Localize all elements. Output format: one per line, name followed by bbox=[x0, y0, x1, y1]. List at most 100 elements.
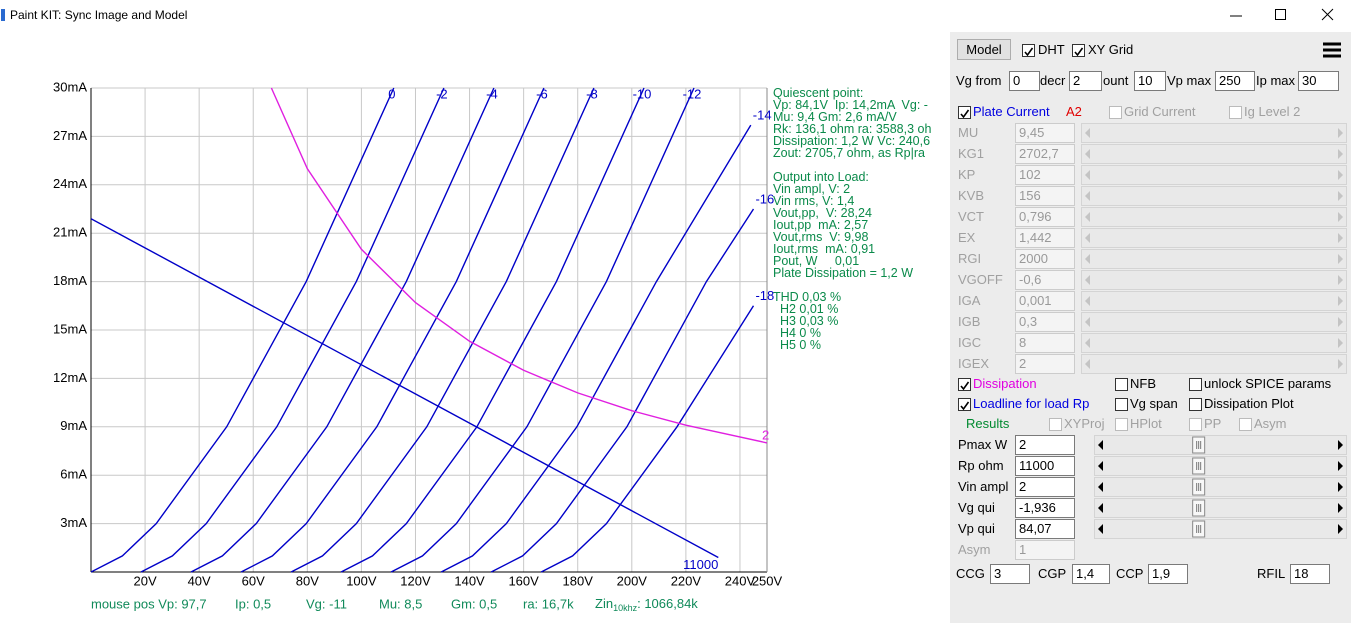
arrow-left[interactable] bbox=[1098, 482, 1103, 492]
checkbox[interactable] bbox=[958, 378, 971, 391]
text-input[interactable]: 10 bbox=[1134, 71, 1166, 91]
arrow-right[interactable] bbox=[1338, 191, 1343, 201]
text-input[interactable]: 84,07 bbox=[1015, 519, 1075, 539]
arrow-right[interactable] bbox=[1338, 503, 1343, 513]
text-input[interactable]: 102 bbox=[1015, 165, 1075, 185]
slider[interactable] bbox=[1081, 144, 1347, 164]
text-input[interactable]: 2 bbox=[1015, 354, 1075, 374]
slider[interactable] bbox=[1081, 333, 1347, 353]
close-button[interactable] bbox=[1321, 8, 1334, 21]
text-input[interactable]: 30 bbox=[1298, 71, 1339, 91]
checkbox[interactable] bbox=[1115, 378, 1128, 391]
text-input[interactable]: 18 bbox=[1290, 564, 1330, 584]
slider[interactable] bbox=[1094, 456, 1347, 476]
text-input[interactable]: 2 bbox=[1015, 477, 1075, 497]
arrow-right[interactable] bbox=[1338, 149, 1343, 159]
checkbox[interactable] bbox=[1189, 398, 1202, 411]
text-input[interactable]: 3 bbox=[990, 564, 1030, 584]
y-tick-label: 3mA bbox=[60, 515, 87, 530]
arrow-left[interactable] bbox=[1085, 149, 1090, 159]
text-input[interactable]: 11000 bbox=[1015, 456, 1075, 476]
checkbox[interactable] bbox=[1109, 106, 1122, 119]
text-input[interactable]: 1,442 bbox=[1015, 228, 1075, 248]
arrow-left[interactable] bbox=[1098, 440, 1103, 450]
slider[interactable] bbox=[1094, 498, 1347, 518]
arrow-left[interactable] bbox=[1085, 359, 1090, 369]
slider[interactable] bbox=[1081, 291, 1347, 311]
text-input[interactable]: 1 bbox=[1015, 540, 1075, 560]
slider[interactable] bbox=[1081, 270, 1347, 290]
checkbox[interactable] bbox=[1189, 378, 1202, 391]
plate-curve bbox=[91, 87, 395, 573]
arrow-left[interactable] bbox=[1085, 212, 1090, 222]
text-input[interactable]: 2 bbox=[1015, 435, 1075, 455]
checkbox[interactable] bbox=[1239, 418, 1252, 431]
arrow-left[interactable] bbox=[1098, 461, 1103, 471]
text-input[interactable]: 0,3 bbox=[1015, 312, 1075, 332]
checkbox[interactable] bbox=[1115, 418, 1128, 431]
slider[interactable] bbox=[1081, 186, 1347, 206]
text-input[interactable]: -1,936 bbox=[1015, 498, 1075, 518]
arrow-right[interactable] bbox=[1338, 524, 1343, 534]
arrow-right[interactable] bbox=[1338, 254, 1343, 264]
arrow-left[interactable] bbox=[1085, 254, 1090, 264]
slider-arrows bbox=[1098, 436, 1343, 454]
menu-button[interactable] bbox=[1321, 39, 1343, 61]
arrow-right[interactable] bbox=[1338, 296, 1343, 306]
arrow-left[interactable] bbox=[1098, 524, 1103, 534]
arrow-right[interactable] bbox=[1338, 275, 1343, 285]
slider[interactable] bbox=[1081, 207, 1347, 227]
arrow-left[interactable] bbox=[1085, 233, 1090, 243]
text-input[interactable]: 0 bbox=[1009, 71, 1040, 91]
checkbox[interactable] bbox=[1022, 44, 1035, 57]
slider[interactable] bbox=[1081, 165, 1347, 185]
arrow-right[interactable] bbox=[1338, 461, 1343, 471]
slider[interactable] bbox=[1081, 312, 1347, 332]
text-input[interactable]: 250 bbox=[1215, 71, 1255, 91]
arrow-left[interactable] bbox=[1085, 275, 1090, 285]
arrow-right[interactable] bbox=[1338, 317, 1343, 327]
slider[interactable] bbox=[1094, 519, 1347, 539]
slider[interactable] bbox=[1081, 354, 1347, 374]
maximize-button[interactable] bbox=[1275, 9, 1286, 20]
checkbox[interactable] bbox=[958, 106, 971, 119]
arrow-right[interactable] bbox=[1338, 233, 1343, 243]
text-input[interactable]: 156 bbox=[1015, 186, 1075, 206]
arrow-right[interactable] bbox=[1338, 128, 1343, 138]
arrow-right[interactable] bbox=[1338, 359, 1343, 369]
text-input[interactable]: -0,6 bbox=[1015, 270, 1075, 290]
slider[interactable] bbox=[1081, 249, 1347, 269]
model-button[interactable]: Model bbox=[957, 39, 1011, 60]
text-input[interactable]: 2702,7 bbox=[1015, 144, 1075, 164]
slider[interactable] bbox=[1094, 435, 1347, 455]
checkbox[interactable] bbox=[1049, 418, 1062, 431]
text-input[interactable]: 1,4 bbox=[1072, 564, 1110, 584]
slider[interactable] bbox=[1081, 228, 1347, 248]
checkbox[interactable] bbox=[1115, 398, 1128, 411]
arrow-left[interactable] bbox=[1085, 317, 1090, 327]
arrow-left[interactable] bbox=[1085, 296, 1090, 306]
text-input[interactable]: 2000 bbox=[1015, 249, 1075, 269]
text-input[interactable]: 8 bbox=[1015, 333, 1075, 353]
arrow-right[interactable] bbox=[1338, 482, 1343, 492]
checkbox[interactable] bbox=[1072, 44, 1085, 57]
slider[interactable] bbox=[1094, 477, 1347, 497]
checkbox[interactable] bbox=[1229, 106, 1242, 119]
arrow-left[interactable] bbox=[1085, 170, 1090, 180]
text-input[interactable]: 9,45 bbox=[1015, 123, 1075, 143]
arrow-right[interactable] bbox=[1338, 440, 1343, 450]
arrow-left[interactable] bbox=[1085, 191, 1090, 201]
text-input[interactable]: 0,001 bbox=[1015, 291, 1075, 311]
text-input[interactable]: 2 bbox=[1069, 71, 1102, 91]
arrow-left[interactable] bbox=[1098, 503, 1103, 513]
arrow-left[interactable] bbox=[1085, 128, 1090, 138]
slider[interactable] bbox=[1081, 123, 1347, 143]
arrow-right[interactable] bbox=[1338, 338, 1343, 348]
checkbox[interactable] bbox=[1189, 418, 1202, 431]
arrow-left[interactable] bbox=[1085, 338, 1090, 348]
checkbox[interactable] bbox=[958, 398, 971, 411]
text-input[interactable]: 1,9 bbox=[1148, 564, 1188, 584]
arrow-right[interactable] bbox=[1338, 212, 1343, 222]
text-input[interactable]: 0,796 bbox=[1015, 207, 1075, 227]
arrow-right[interactable] bbox=[1338, 170, 1343, 180]
